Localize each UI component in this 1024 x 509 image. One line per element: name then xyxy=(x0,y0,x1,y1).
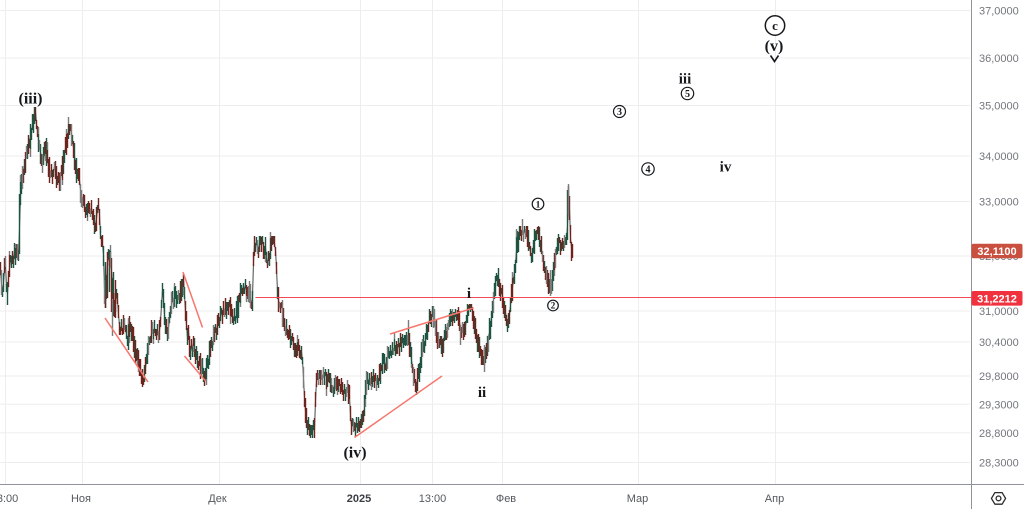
svg-text:13:00: 13:00 xyxy=(0,493,18,505)
svg-text:i: i xyxy=(467,286,471,302)
svg-text:Мар: Мар xyxy=(627,493,649,505)
svg-text:29,8000: 29,8000 xyxy=(979,371,1019,383)
svg-text:28,3000: 28,3000 xyxy=(979,458,1019,470)
svg-text:Фев: Фев xyxy=(496,493,516,505)
svg-text:32,1100: 32,1100 xyxy=(977,246,1016,258)
svg-text:ii: ii xyxy=(478,385,486,401)
svg-text:29,3000: 29,3000 xyxy=(979,399,1019,411)
svg-text:(iii): (iii) xyxy=(19,91,43,108)
svg-text:31,0000: 31,0000 xyxy=(979,306,1019,318)
svg-text:iii: iii xyxy=(679,72,692,88)
svg-text:31,2212: 31,2212 xyxy=(977,294,1017,306)
svg-text:36,0000: 36,0000 xyxy=(979,53,1019,65)
svg-text:c: c xyxy=(772,18,778,33)
svg-text:35,0000: 35,0000 xyxy=(979,101,1019,113)
svg-text:Дек: Дек xyxy=(208,493,227,505)
svg-text:Ноя: Ноя xyxy=(71,493,91,505)
svg-text:iv: iv xyxy=(720,160,732,176)
svg-text:(iv): (iv) xyxy=(343,445,366,462)
svg-text:33,0000: 33,0000 xyxy=(979,197,1019,209)
svg-text:3: 3 xyxy=(617,107,622,118)
svg-text:2: 2 xyxy=(551,301,556,311)
svg-text:(v): (v) xyxy=(765,38,784,55)
svg-text:Апр: Апр xyxy=(765,493,784,505)
svg-text:28,8000: 28,8000 xyxy=(979,428,1019,440)
svg-text:37,0000: 37,0000 xyxy=(979,6,1019,18)
svg-text:2025: 2025 xyxy=(347,493,371,505)
svg-text:5: 5 xyxy=(685,89,690,100)
svg-text:1: 1 xyxy=(536,200,541,210)
svg-text:34,0000: 34,0000 xyxy=(979,151,1019,163)
svg-text:30,4000: 30,4000 xyxy=(979,337,1019,349)
svg-text:13:00: 13:00 xyxy=(419,493,447,505)
svg-text:4: 4 xyxy=(646,165,651,176)
